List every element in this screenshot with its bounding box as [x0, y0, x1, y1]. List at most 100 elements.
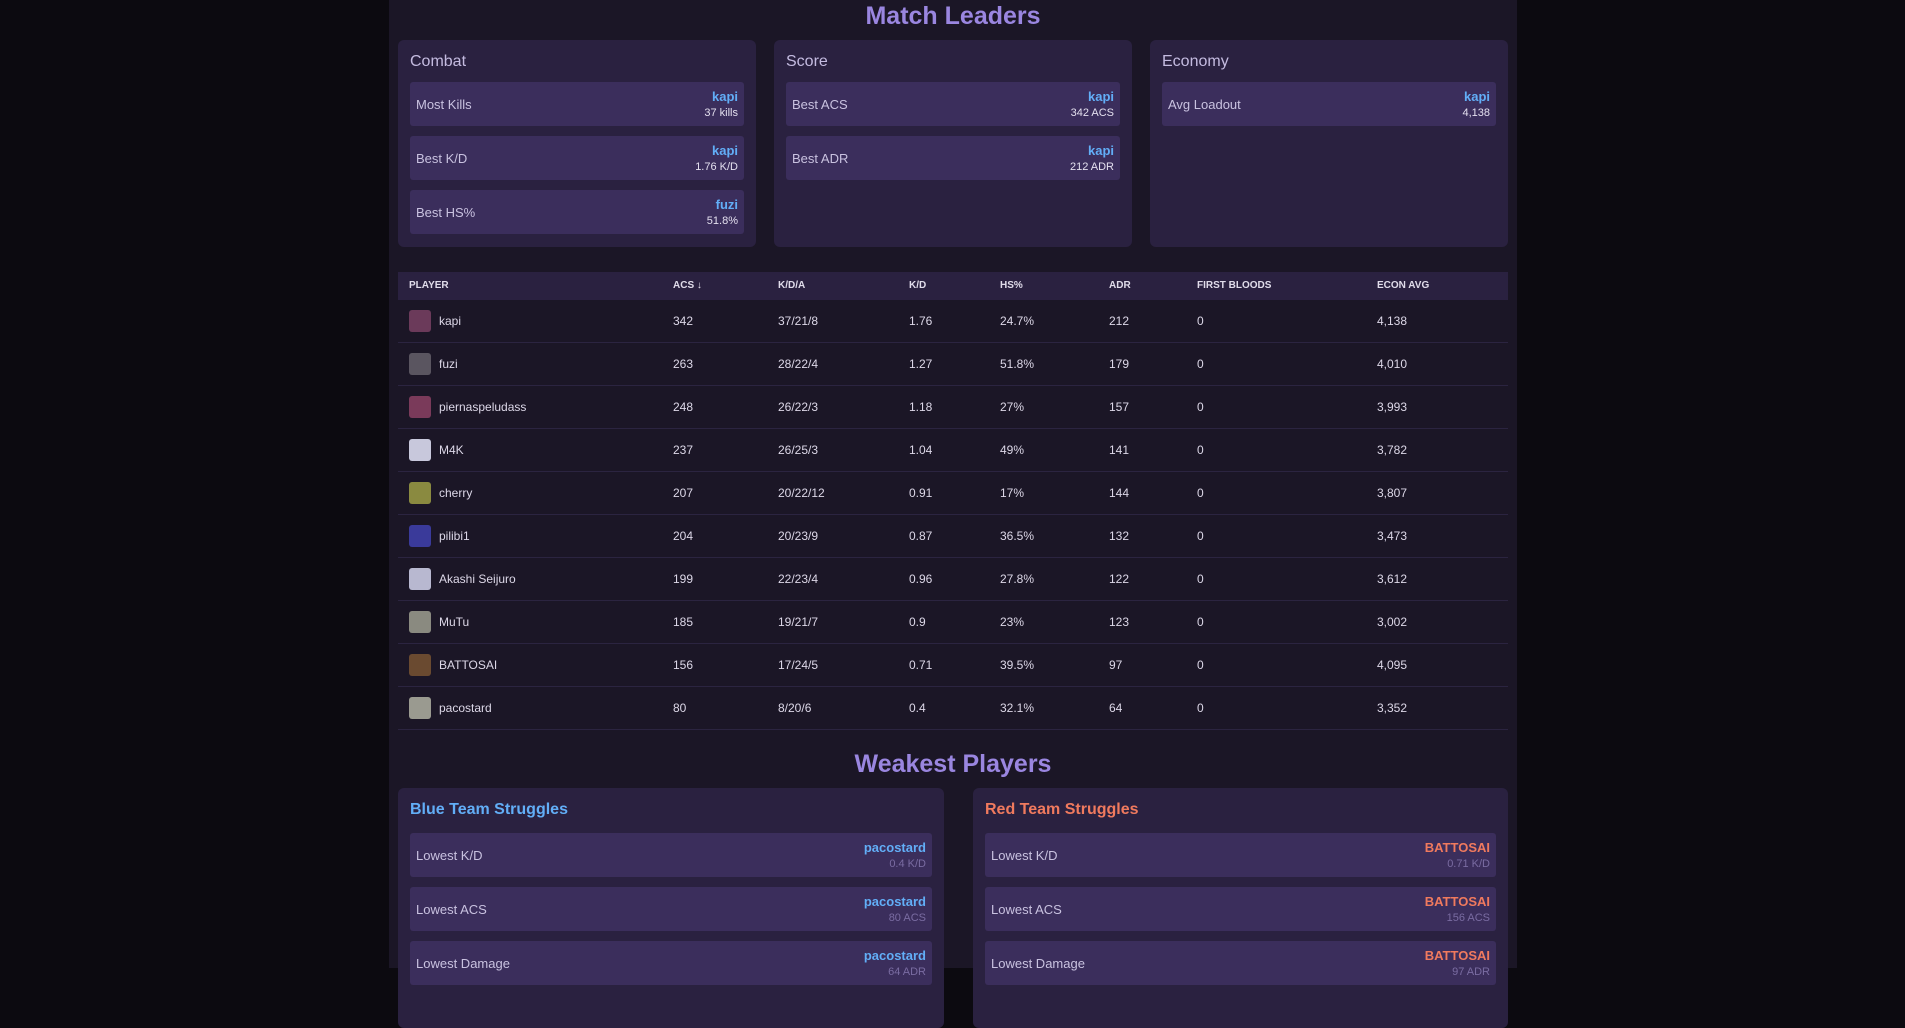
table-row: Akashi Seijuro 199 22/23/4 0.96 27.8% 122 0 3,6…: [398, 558, 1508, 601]
stat-leader: BATTOSAI 0.71 K/D: [1425, 840, 1490, 870]
cell: 0: [1197, 529, 1204, 543]
cell: 0.9: [909, 615, 926, 629]
cell: 123: [1109, 615, 1130, 629]
cell: 80: [673, 701, 687, 715]
cell: 28/22/4: [778, 357, 819, 371]
cell: 141: [1109, 443, 1130, 457]
weakest: Blue Team Struggles Lowest K/D pacostard 0.…: [398, 788, 1508, 1028]
player-name: fuzi: [439, 357, 458, 371]
stat-value: 0.4 K/D: [889, 858, 926, 870]
player-name: pacostard: [439, 701, 492, 715]
cell: 0: [1197, 701, 1204, 715]
cell: 23%: [1000, 615, 1025, 629]
cell: 20/22/12: [778, 486, 825, 500]
table-row: pilibi1 204 20/23/9 0.87 36.5% 132 0 3,473: [398, 515, 1508, 558]
table-row: pacostard 80 8/20/6 0.4 32.1% 64 0 3,352: [398, 687, 1508, 730]
cell: 3,612: [1377, 572, 1408, 586]
player-name: fuzi: [715, 197, 738, 212]
cell: 0: [1197, 357, 1204, 371]
player-name: pacostard: [863, 894, 926, 909]
player-name: cherry: [439, 486, 473, 500]
cell: 0: [1197, 400, 1204, 414]
column-header: ADR: [1109, 280, 1131, 291]
table-row: M4K 237 26/25/3 1.04 49% 141 0 3,782: [398, 429, 1508, 472]
cell: 36.5%: [1000, 529, 1035, 543]
agent-icon: [409, 353, 431, 375]
player-name: kapi: [711, 89, 738, 104]
stat-label: Lowest K/D: [991, 847, 1058, 863]
stat-label: Best ACS: [792, 96, 848, 112]
content: Match Leaders Combat Most Kills kapi 37 kil…: [389, 0, 1517, 1028]
stat-value: 156 ACS: [1446, 912, 1490, 924]
cell: 0.4: [909, 701, 926, 715]
stat-value: 212 ADR: [1069, 161, 1114, 173]
cell: 3,807: [1377, 486, 1408, 500]
cell: 156: [673, 658, 694, 672]
column-header: HS%: [1000, 280, 1023, 291]
cell: 24.7%: [1000, 314, 1035, 328]
cell: 263: [673, 357, 694, 371]
cell: 0: [1197, 314, 1204, 328]
player-name: pacostard: [863, 948, 926, 963]
cell: 0.87: [909, 529, 933, 543]
leader-card: Combat Most Kills kapi 37 kills Best K/D kapi…: [398, 40, 756, 247]
cell: 27.8%: [1000, 572, 1035, 586]
leaders: Combat Most Kills kapi 37 kills Best K/D kapi…: [398, 40, 1508, 247]
player-name: kapi: [439, 314, 462, 328]
cell: 51.8%: [1000, 357, 1035, 371]
stat-value: 51.8%: [706, 215, 738, 227]
cell: 199: [673, 572, 694, 586]
cell: 4,010: [1377, 357, 1408, 371]
player-name: pacostard: [863, 840, 926, 855]
stat-value: 4,138: [1462, 107, 1490, 119]
stat-item: Lowest ACS BATTOSAI 156 ACS: [985, 887, 1496, 931]
stat-value: 37 kills: [704, 107, 738, 119]
cell: 32.1%: [1000, 701, 1035, 715]
stat-leader: pacostard 80 ACS: [864, 894, 926, 924]
cell: 0: [1197, 486, 1204, 500]
column-header: ACS ↓: [673, 280, 702, 291]
card-title: Red Team Struggles: [985, 801, 1139, 818]
cell: 132: [1109, 529, 1130, 543]
stat-item: Lowest ACS pacostard 80 ACS: [410, 887, 932, 931]
stat-item: Most Kills kapi 37 kills: [410, 82, 744, 126]
player-name: BATTOSAI: [1424, 840, 1490, 855]
cell: 26/25/3: [778, 443, 819, 457]
cell: 0: [1197, 443, 1204, 457]
cell: 0.71: [909, 658, 933, 672]
stat-item: Lowest K/D BATTOSAI 0.71 K/D: [985, 833, 1496, 877]
stat-label: Best K/D: [416, 150, 468, 166]
cell: 237: [673, 443, 694, 457]
cell: 1.76: [909, 314, 933, 328]
column-header: FIRST BLOODS: [1197, 280, 1272, 291]
stat-value: 80 ACS: [888, 912, 926, 924]
agent-icon: [409, 310, 431, 332]
team-card: Blue Team Struggles Lowest K/D pacostard 0.…: [398, 788, 944, 1028]
stat-item: Lowest K/D pacostard 0.4 K/D: [410, 833, 932, 877]
stat-leader: kapi 1.76 K/D: [695, 143, 738, 173]
stat-value: 0.71 K/D: [1447, 858, 1490, 870]
cell: 207: [673, 486, 694, 500]
team-card: Red Team Struggles Lowest K/D BATTOSAI 0.71…: [973, 788, 1508, 1028]
cell: 3,473: [1377, 529, 1408, 543]
cell: 3,782: [1377, 443, 1408, 457]
cell: 0: [1197, 572, 1204, 586]
card-title: Economy: [1162, 53, 1229, 70]
cell: 26/22/3: [778, 400, 819, 414]
stat-item: Lowest Damage BATTOSAI 97 ADR: [985, 941, 1496, 985]
player-name: pilibi1: [439, 529, 470, 543]
cell: 4,138: [1377, 314, 1408, 328]
table-row: fuzi 263 28/22/4 1.27 51.8% 179 0 4,010: [398, 343, 1508, 386]
player-name: piernaspeludass: [439, 400, 527, 414]
leader-card: Economy Avg Loadout kapi 4,138: [1150, 40, 1508, 247]
stat-value: 1.76 K/D: [695, 161, 738, 173]
stat-label: Best HS%: [416, 204, 476, 220]
table-header: PLAYER ACS ↓ K/D/A K/D HS% ADR FIRST BLOODS ECO…: [398, 272, 1508, 300]
agent-icon: [409, 482, 431, 504]
agent-icon: [409, 697, 431, 719]
section-title: Weakest Players: [854, 750, 1052, 778]
section-title: Match Leaders: [865, 2, 1041, 30]
cell: 97: [1109, 658, 1123, 672]
stat-leader: fuzi 51.8%: [707, 197, 738, 227]
card-title: Blue Team Struggles: [410, 801, 568, 818]
